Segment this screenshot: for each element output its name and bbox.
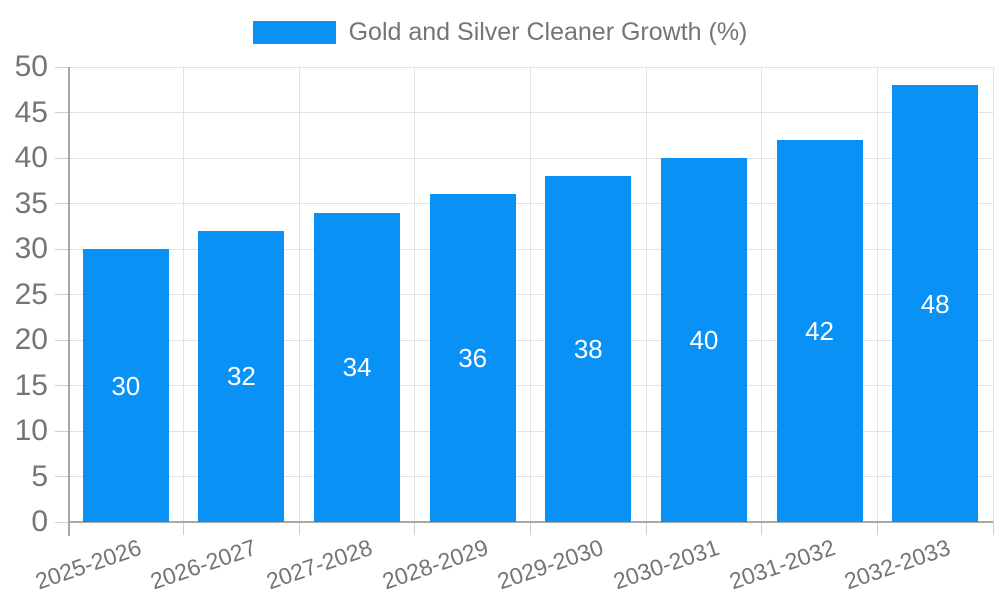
legend: Gold and Silver Cleaner Growth (%)	[0, 18, 1000, 47]
x-tick-mark	[645, 522, 647, 535]
y-tick-mark	[55, 476, 68, 477]
y-tick-mark	[55, 248, 68, 250]
y-tick-mark	[55, 430, 68, 432]
x-gridline	[761, 67, 763, 522]
y-tick-label: 35	[14, 186, 48, 220]
x-tick-mark	[876, 522, 878, 535]
bar	[314, 212, 401, 522]
x-gridline	[876, 67, 878, 522]
legend-swatch	[252, 21, 336, 44]
y-tick-mark	[55, 112, 68, 113]
y-tick-mark	[55, 203, 68, 204]
x-gridline	[183, 67, 185, 522]
bar-value-label: 38	[573, 334, 603, 365]
x-tick-label: 2025-2026	[31, 534, 145, 595]
bar	[892, 85, 979, 522]
x-tick-mark	[761, 522, 763, 535]
x-tick-label: 2028-2029	[378, 534, 492, 595]
y-tick-label: 5	[31, 459, 48, 493]
bar-value-label: 32	[226, 361, 256, 392]
y-tick-label: 25	[14, 277, 48, 311]
x-gridline	[298, 67, 300, 522]
bar	[776, 139, 863, 522]
y-tick-label: 20	[14, 323, 48, 356]
x-gridline	[645, 67, 647, 522]
bar-value-label: 40	[689, 325, 719, 355]
bar	[545, 176, 632, 522]
y-tick-mark	[55, 294, 68, 295]
y-axis-line	[68, 67, 70, 536]
x-tick-label: 2027-2028	[263, 534, 376, 595]
x-gridline	[414, 67, 416, 522]
legend-label: Gold and Silver Cleaner Growth (%)	[348, 18, 748, 46]
y-tick-label: 40	[14, 141, 48, 174]
x-tick-mark	[183, 522, 185, 535]
y-tick-mark	[55, 385, 68, 386]
y-tick-mark	[55, 339, 68, 341]
y-tick-mark	[55, 66, 68, 68]
x-axis-line	[68, 521, 993, 523]
bar-value-label: 48	[920, 288, 950, 319]
y-tick-label: 15	[14, 368, 48, 402]
bar-value-label: 42	[805, 315, 835, 346]
bar-value-label: 34	[342, 352, 372, 383]
bar	[429, 194, 516, 522]
y-tick-label: 30	[14, 232, 48, 265]
y-tick-label: 50	[14, 50, 48, 83]
x-tick-label: 2029-2030	[494, 534, 607, 595]
bar-value-label: 30	[111, 370, 141, 401]
x-tick-mark	[530, 522, 531, 535]
x-gridline	[530, 67, 531, 522]
y-tick-mark	[55, 521, 68, 523]
bar	[660, 158, 747, 522]
y-tick-label: 45	[14, 95, 48, 129]
x-tick-label: 2032-2033	[841, 534, 954, 595]
bar	[82, 249, 169, 522]
bar	[198, 230, 285, 522]
x-tick-mark	[414, 522, 416, 535]
bar-value-label: 36	[458, 343, 488, 374]
x-tick-label: 2026-2027	[147, 534, 260, 595]
y-tick-label: 0	[31, 505, 48, 538]
y-tick-mark	[55, 157, 68, 159]
x-gridline	[992, 67, 994, 522]
y-tick-label: 10	[14, 414, 48, 447]
plot-area: 0 5 10 15 20 25 30 35 40 45 50 30 2025-2026 32 2026-20…	[15, 52, 994, 594]
x-tick-label: 2030-2031	[609, 534, 723, 595]
x-tick-label: 2031-2032	[725, 534, 839, 595]
x-tick-mark	[992, 522, 994, 535]
x-tick-mark	[298, 522, 300, 535]
